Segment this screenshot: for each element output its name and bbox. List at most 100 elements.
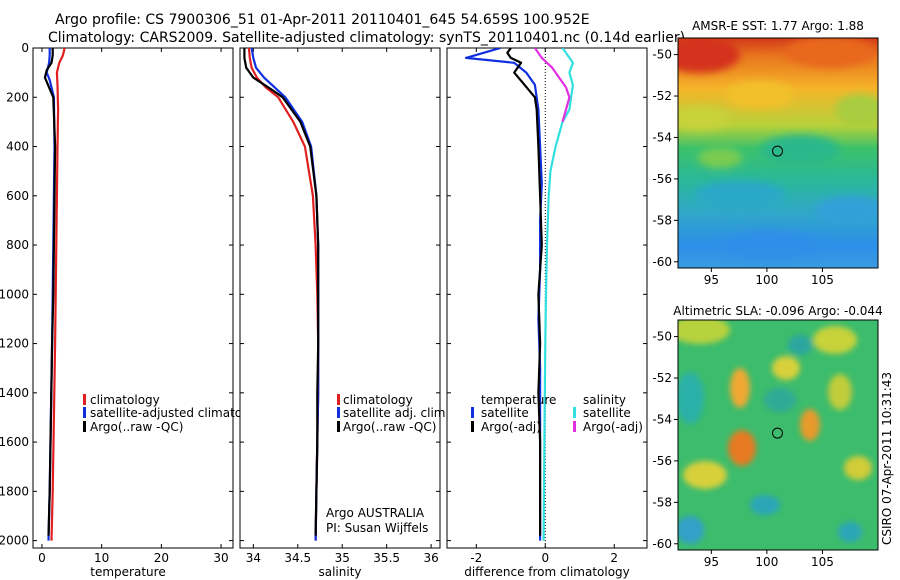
sst-argo-marker — [772, 145, 783, 157]
difference-panel: -2 0 2 difference from climatology tempera… — [446, 47, 648, 579]
temperature-panel: 0 10 20 30 0 200 400 600 800 1000 1200 1400 1600 180… — [0, 41, 253, 579]
salinity-lines — [243, 48, 320, 541]
map-y-tick-label: -56 — [652, 172, 672, 186]
figure-title-line1: Argo profile: CS 7900306_51 01-Apr-2011 … — [55, 12, 590, 28]
map-y-tick-label: -58 — [652, 495, 672, 509]
series-line-salinity-satellite — [542, 48, 575, 541]
difference-legend: temperature satellite Argo(-adj) salinit… — [471, 393, 643, 434]
temperature-legend-climatology: climatology — [90, 393, 160, 407]
difference-legend-salinity-title: salinity — [583, 393, 626, 407]
series-line-climatology — [50, 48, 66, 541]
x-tick-label: 34.5 — [284, 551, 311, 565]
depth-tick-label: 2000 — [0, 534, 29, 548]
sst-map-ticks: 95 100 105 -50 -52 -54 -56 -58 -60 — [652, 48, 834, 287]
salinity-legend-satellite: satellite adj. clim. — [343, 406, 449, 420]
depth-tick-label: 1200 — [0, 337, 29, 351]
x-tick-label: 35 — [335, 551, 350, 565]
salinity-annotation-argo: Argo AUSTRALIA — [326, 506, 425, 520]
salinity-legend-swatch-satellite — [337, 407, 340, 418]
difference-legend-swatch-s-argo — [573, 421, 576, 432]
x-tick-label: 0 — [38, 551, 46, 565]
map-y-tick-label: -54 — [652, 412, 672, 426]
map-y-tick-label: -58 — [652, 213, 672, 227]
difference-legend-t-satellite: satellite — [481, 406, 529, 420]
map-x-tick-label: 105 — [811, 273, 834, 287]
sst-map-title: AMSR-E SST: 1.77 Argo: 1.88 — [692, 19, 864, 33]
series-line-argo — [43, 48, 57, 536]
depth-tick-label: 0 — [21, 41, 29, 55]
depth-tick-label: 1600 — [0, 435, 29, 449]
salinity-legend-argo: Argo(..raw -QC) — [343, 420, 436, 434]
depth-tick-label: 200 — [6, 90, 29, 104]
difference-lines — [464, 48, 575, 548]
sst-map-image — [678, 38, 878, 268]
sst-map-frame — [677, 37, 879, 269]
temperature-ticks: 0 10 20 30 — [33, 47, 233, 565]
salinity-legend-climatology: climatology — [343, 393, 413, 407]
salinity-axes-box — [239, 47, 441, 549]
map-y-tick-label: -52 — [652, 371, 672, 385]
map-x-tick-label: 105 — [811, 555, 834, 569]
depth-tick-label: 1800 — [0, 484, 29, 498]
depth-axis: 0 200 400 600 800 1000 1200 1400 1600 1800 2000 — [0, 41, 29, 548]
temperature-axes-box — [32, 47, 234, 549]
x-tick-label: 20 — [154, 551, 169, 565]
x-tick-label: 36 — [423, 551, 438, 565]
figure-title-line2: Climatology: CARS2009. Satellite-adjuste… — [48, 30, 685, 46]
salinity-legend-swatch-argo — [337, 421, 340, 432]
sst-map-panel: AMSR-E SST: 1.77 Argo: 1.88 95 100 105 -50 -… — [652, 19, 879, 287]
map-x-tick-label: 95 — [704, 273, 719, 287]
salinity-legend: climatology satellite adj. clim. Argo(..… — [337, 393, 449, 434]
salinity-ticks: 34 34.5 35 35.5 36 — [240, 47, 440, 565]
map-y-tick-label: -50 — [652, 330, 672, 344]
salinity-x-label: salinity — [318, 565, 361, 579]
x-tick-label: 2 — [610, 551, 618, 565]
sla-map-ticks: 95 100 105 -50 -52 -54 -56 -58 -60 — [652, 330, 834, 569]
difference-legend-s-satellite: satellite — [583, 406, 631, 420]
depth-tick-label: 1400 — [0, 386, 29, 400]
sla-argo-marker — [772, 427, 783, 439]
difference-legend-s-argo: Argo(-adj) — [583, 420, 643, 434]
x-tick-label: 10 — [94, 551, 109, 565]
depth-tick-label: 800 — [6, 238, 29, 252]
temperature-legend-argo: Argo(..raw -QC) — [90, 420, 183, 434]
map-y-tick-label: -56 — [652, 454, 672, 468]
difference-legend-temperature-title: temperature — [481, 393, 556, 407]
map-x-tick-label: 100 — [755, 555, 778, 569]
series-line-temperature-argo — [506, 48, 543, 536]
temperature-x-label: temperature — [90, 565, 165, 579]
depth-tick-label: 400 — [6, 140, 29, 154]
x-tick-label: 34 — [246, 551, 261, 565]
difference-ticks: -2 0 2 — [447, 47, 647, 565]
x-tick-label: -2 — [470, 551, 482, 565]
salinity-legend-swatch-climatology — [337, 394, 340, 405]
salinity-panel: 34 34.5 35 35.5 36 salinity climatology sate… — [239, 47, 449, 579]
temperature-legend: climatology satellite-adjusted climatolo… — [83, 393, 253, 434]
series-line-salinity-argo — [533, 48, 571, 123]
map-y-tick-label: -52 — [652, 89, 672, 103]
sla-map-frame — [677, 319, 879, 551]
x-tick-label: 35.5 — [373, 551, 400, 565]
temperature-lines — [43, 48, 66, 541]
salinity-annotation-pi: PI: Susan Wijffels — [326, 521, 428, 535]
series-line-argo — [243, 48, 320, 536]
map-y-tick-label: -50 — [652, 48, 672, 62]
side-stamp: CSIRO 07-Apr-2011 10:31:43 — [880, 372, 894, 545]
map-y-tick-label: -60 — [652, 255, 672, 269]
difference-legend-swatch-t-satellite — [471, 407, 474, 418]
sla-map-title: Altimetric SLA: -0.096 Argo: -0.044 — [673, 304, 882, 318]
temperature-legend-satellite: satellite-adjusted climatolo — [90, 406, 253, 420]
difference-legend-swatch-t-argo — [471, 421, 474, 432]
map-y-tick-label: -60 — [652, 537, 672, 551]
difference-x-label: difference from climatology — [464, 565, 630, 579]
difference-legend-swatch-s-satellite — [573, 407, 576, 418]
map-y-tick-label: -54 — [652, 130, 672, 144]
sla-map-image — [678, 320, 878, 550]
map-x-tick-label: 95 — [704, 555, 719, 569]
temperature-legend-swatch-satellite — [83, 407, 86, 418]
depth-tick-label: 1000 — [0, 287, 29, 301]
x-tick-label: 30 — [213, 551, 228, 565]
x-tick-label: 0 — [541, 551, 549, 565]
map-x-tick-label: 100 — [755, 273, 778, 287]
